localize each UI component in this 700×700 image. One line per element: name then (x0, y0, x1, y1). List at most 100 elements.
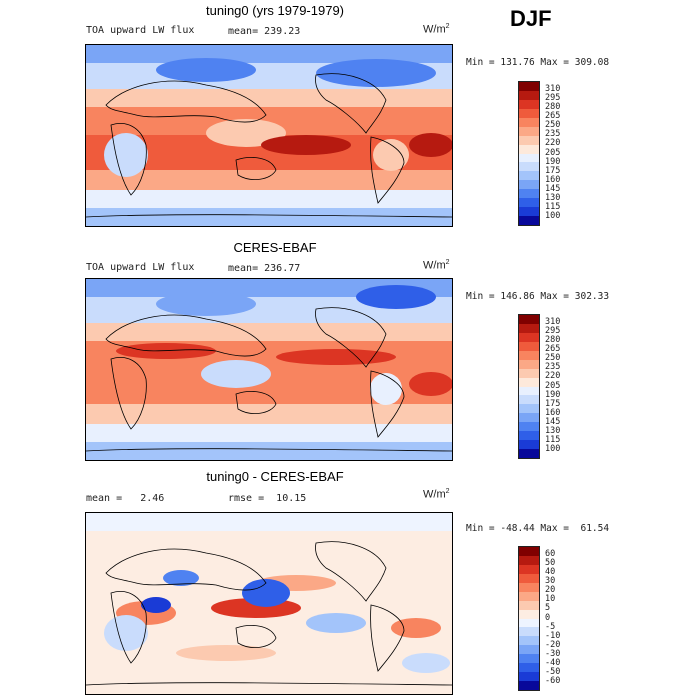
panel-1-minmax: Min = 131.76 Max = 309.08 (466, 57, 609, 68)
cb3-label: -5 (545, 621, 556, 632)
panel-1-max-value: 309.08 (574, 57, 610, 68)
colorbar-swatch (519, 386, 539, 396)
panel-1-africa-cloud (104, 133, 148, 177)
panel-2-units-base: W/m (423, 259, 446, 272)
colorbar-swatch (519, 413, 539, 423)
panel-3-units-base: W/m (423, 488, 446, 501)
panel-1-so-band (86, 190, 452, 208)
cb3-label: 10 (545, 594, 556, 605)
cb2-label: 190 (545, 389, 561, 400)
cb3-label: 20 (545, 585, 556, 596)
cb1-label: 175 (545, 165, 561, 176)
panel-3-min-value: -48.44 (500, 523, 535, 534)
panel-3-patch (141, 597, 171, 613)
panel-3-patch (176, 645, 276, 661)
panel-3-map-svg (86, 513, 452, 694)
panel-3-eurasia-coast (105, 548, 267, 591)
colorbar-swatch (519, 108, 539, 118)
cb1-label: 205 (545, 147, 561, 158)
panel-1-mean: mean= 239.23 (228, 26, 300, 37)
panel-3-patch (242, 579, 290, 607)
panel-3-arctic-band (86, 513, 452, 531)
panel-2-title: CERES-EBAF (233, 240, 317, 255)
cb2-label: 265 (545, 344, 561, 355)
colorbar-swatch (519, 600, 539, 610)
colorbar-swatch (519, 422, 539, 432)
panel-1-australia-coast (235, 157, 277, 180)
colorbar-swatch (519, 547, 539, 556)
panel-1-antarctica-coast (86, 214, 452, 218)
panel-2-amazon (370, 373, 402, 405)
colorbar-swatch (519, 573, 539, 583)
cb1-label: 160 (545, 174, 561, 185)
cb2-label: 280 (545, 335, 561, 346)
panel-1-map (85, 44, 453, 227)
colorbar-swatch (519, 672, 539, 682)
cb1-label: 295 (545, 93, 561, 104)
panel-3-title: tuning0 - CERES-EBAF (206, 469, 344, 484)
panel-2-sh-mid-band (86, 404, 452, 424)
cb3-label: 0 (545, 612, 551, 623)
panel-2-africa-coast (110, 357, 147, 430)
cb1-label: 235 (545, 129, 561, 140)
panel-3-colorbar (518, 546, 540, 691)
panel-1-field-label: TOA upward LW flux (86, 25, 195, 36)
panel-2-max-value: 302.33 (574, 291, 610, 302)
cb3-label: 60 (545, 549, 556, 560)
colorbar-swatch (519, 359, 539, 369)
panel-2-mean-value: 236.77 (264, 263, 301, 274)
colorbar-swatch (519, 654, 539, 664)
panel-1-amazon (373, 139, 409, 171)
panel-1-units-base: W/m (423, 23, 446, 36)
cb3-label: 40 (545, 567, 556, 578)
panel-2-units: W/m2 (423, 259, 450, 272)
cb1-label: 250 (545, 120, 561, 131)
panel-2-siberia-cold (156, 292, 256, 316)
colorbar-swatch (519, 153, 539, 163)
colorbar-swatch (519, 126, 539, 136)
panel-3-units-exp: 2 (445, 488, 450, 495)
panel-3-patch (402, 653, 450, 673)
panel-2-min-label: Min = (466, 291, 495, 302)
colorbar-swatch (519, 162, 539, 172)
season-label: DJF (510, 6, 552, 31)
panel-2-samerica-coast (370, 370, 405, 438)
panel-3-rmse: rmse = 10.15 (228, 493, 306, 504)
cb2-label: 235 (545, 362, 561, 373)
panel-1-map-svg (86, 45, 452, 226)
panel-2-max-label: Max = (540, 291, 570, 302)
panel-1-siberia-cold (156, 58, 256, 82)
colorbar-swatch (519, 323, 539, 333)
cb1-label: 220 (545, 138, 561, 149)
cb3-label: -20 (545, 639, 561, 650)
panel-2-warmpool (201, 360, 271, 388)
panel-1-min-value: 131.76 (500, 57, 535, 68)
cb2-label: 220 (545, 371, 561, 382)
panel-1-satl-warm (409, 133, 452, 157)
panel-2-map-svg (86, 279, 452, 460)
cb1-label: 310 (545, 84, 561, 95)
panel-2-nh-subtrop-band (86, 323, 452, 341)
colorbar-swatch (519, 636, 539, 646)
cb1-label: 280 (545, 102, 561, 113)
colorbar-swatch (519, 395, 539, 405)
panel-1-sh-mid-band (86, 170, 452, 190)
cb2-label: 310 (545, 317, 561, 328)
panel-2-australia-coast (235, 391, 277, 414)
panel-3-antarctica-coast (86, 682, 452, 686)
panel-2-units-exp: 2 (445, 259, 450, 266)
panel-3-rmse-value: 10.15 (276, 493, 307, 504)
colorbar-swatch (519, 99, 539, 109)
panel-2-namerica-coast (315, 307, 387, 368)
panel-3-minmax: Min = -48.44 Max = 61.54 (466, 523, 609, 534)
panel-1-units: W/m2 (423, 23, 450, 36)
panel-3-namerica-coast (315, 541, 387, 602)
cb3-label: -50 (545, 666, 561, 677)
panel-1-samerica-coast (370, 136, 405, 204)
colorbar-swatch (519, 341, 539, 351)
colorbar-swatch (519, 117, 539, 127)
panel-2-antarctic-band (86, 442, 452, 460)
cb2-label: 115 (545, 434, 561, 445)
panel-3-max-value: 61.54 (580, 523, 610, 534)
cb1-label: 115 (545, 201, 561, 212)
